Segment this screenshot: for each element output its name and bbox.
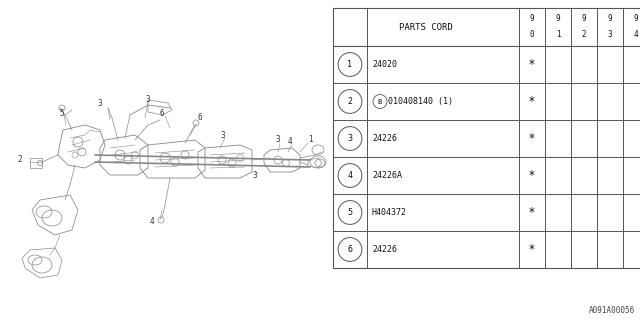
Bar bbox=[30, 158, 42, 168]
Text: 010408140 (1): 010408140 (1) bbox=[388, 97, 453, 106]
Text: 3: 3 bbox=[146, 95, 150, 105]
Text: 4: 4 bbox=[634, 30, 638, 39]
Text: 9: 9 bbox=[556, 14, 560, 23]
Text: *: * bbox=[529, 243, 535, 256]
Text: 24020: 24020 bbox=[372, 60, 397, 69]
Text: 9: 9 bbox=[582, 14, 586, 23]
Text: 9: 9 bbox=[608, 14, 612, 23]
Text: *: * bbox=[529, 58, 535, 71]
Bar bbox=[333, 8, 640, 268]
Text: *: * bbox=[529, 95, 535, 108]
Text: 2: 2 bbox=[18, 156, 22, 164]
Text: 4: 4 bbox=[348, 171, 353, 180]
Text: 4: 4 bbox=[150, 218, 154, 227]
Text: 3: 3 bbox=[608, 30, 612, 39]
Text: 3: 3 bbox=[221, 131, 225, 140]
Text: PARTS CORD: PARTS CORD bbox=[399, 22, 453, 31]
Text: 3: 3 bbox=[98, 100, 102, 108]
Text: A091A00056: A091A00056 bbox=[589, 306, 635, 315]
Text: 1: 1 bbox=[556, 30, 560, 39]
Text: 24226A: 24226A bbox=[372, 171, 402, 180]
Text: 9: 9 bbox=[634, 14, 638, 23]
Text: 2: 2 bbox=[582, 30, 586, 39]
Text: *: * bbox=[529, 132, 535, 145]
Text: 5: 5 bbox=[60, 108, 64, 117]
Text: 3: 3 bbox=[276, 135, 280, 145]
Text: 24226: 24226 bbox=[372, 245, 397, 254]
Text: H404372: H404372 bbox=[372, 208, 407, 217]
Text: 5: 5 bbox=[348, 208, 353, 217]
Text: 1: 1 bbox=[348, 60, 353, 69]
Text: 0: 0 bbox=[530, 30, 534, 39]
Text: 3: 3 bbox=[348, 134, 353, 143]
Text: 6: 6 bbox=[198, 114, 202, 123]
Text: 1: 1 bbox=[308, 135, 312, 145]
Text: 6: 6 bbox=[348, 245, 353, 254]
Text: 9: 9 bbox=[530, 14, 534, 23]
Text: *: * bbox=[529, 206, 535, 219]
Text: 4: 4 bbox=[288, 138, 292, 147]
Text: 6: 6 bbox=[160, 108, 164, 117]
Text: 24226: 24226 bbox=[372, 134, 397, 143]
Text: B: B bbox=[378, 99, 382, 105]
Text: 2: 2 bbox=[348, 97, 353, 106]
Text: 3: 3 bbox=[253, 172, 257, 180]
Text: *: * bbox=[529, 169, 535, 182]
